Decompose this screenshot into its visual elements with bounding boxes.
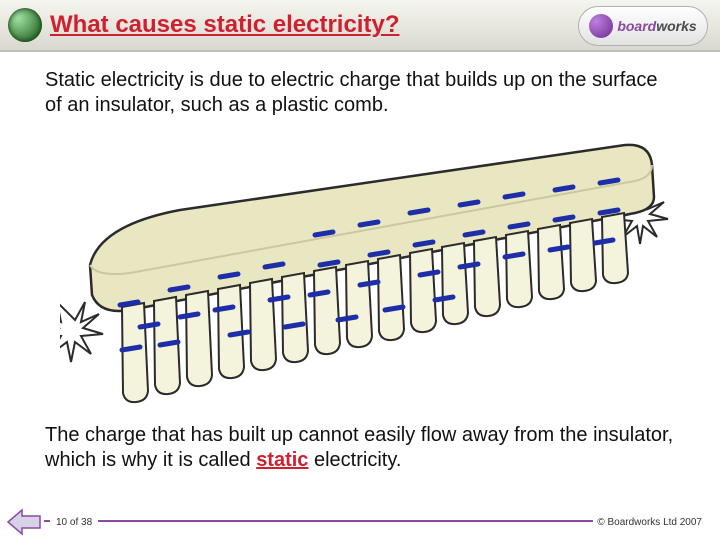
para2-bold: static xyxy=(256,449,308,471)
logo-text-b: works xyxy=(656,18,696,34)
slide-footer: 10 of 38 © Boardworks Ltd 2007 xyxy=(0,504,720,540)
copyright-text: © Boardworks Ltd 2007 xyxy=(593,517,706,528)
paragraph-2: The charge that has built up cannot easi… xyxy=(45,423,675,473)
back-arrow-button[interactable] xyxy=(6,508,42,536)
slide-content: Static electricity is due to electric ch… xyxy=(0,52,720,118)
slide-header: What causes static electricity? boardwor… xyxy=(0,0,720,52)
logo-text-a: board xyxy=(617,18,656,34)
paragraph-1: Static electricity is due to electric ch… xyxy=(45,68,675,118)
header-orb-icon xyxy=(8,8,42,42)
slide-title: What causes static electricity? xyxy=(50,11,399,39)
boardworks-logo: boardworks xyxy=(578,6,708,46)
spark-left-icon xyxy=(60,302,103,362)
comb-illustration xyxy=(60,135,670,410)
logo-orb-icon xyxy=(589,14,613,38)
page-counter: 10 of 38 xyxy=(50,517,98,528)
para2-post: electricity. xyxy=(308,449,401,471)
